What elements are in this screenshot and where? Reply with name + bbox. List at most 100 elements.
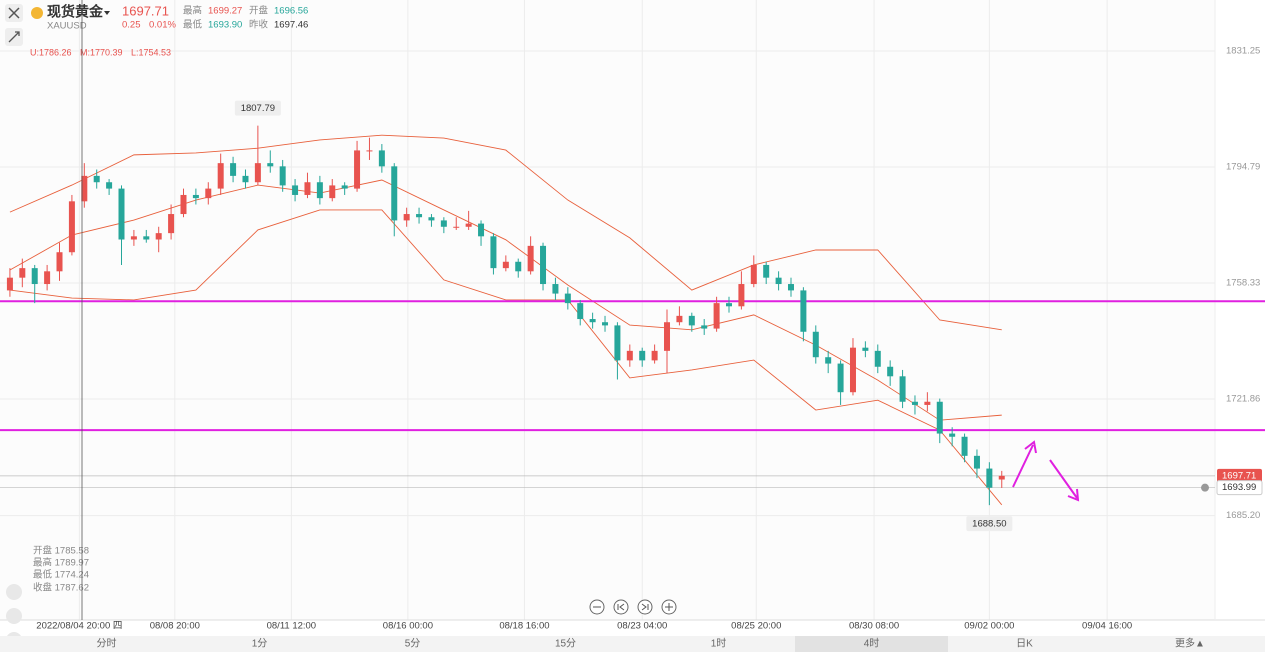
candle-body [180, 194, 187, 215]
close-button[interactable] [5, 4, 23, 22]
low-label: 最低 [183, 19, 203, 31]
candle-body [56, 252, 63, 272]
boll-mid [9, 179, 1002, 421]
price-tag [1217, 468, 1262, 483]
x-tick-label: 08/23 04:00 [617, 621, 667, 632]
candle-body [267, 163, 274, 167]
candle-body [515, 261, 522, 272]
candle-body [168, 214, 175, 234]
candle-body [341, 185, 348, 189]
arrow-down [1049, 459, 1080, 502]
candle-body [465, 223, 472, 227]
scroll-start[interactable] [613, 599, 629, 615]
y-tick-label: 1758.33 [1226, 278, 1260, 289]
more-tab[interactable]: 更多▲ [1175, 637, 1205, 650]
alert-icon [1201, 483, 1209, 492]
candle-body [130, 236, 137, 240]
candle-body [602, 322, 609, 326]
candle-body [453, 226, 460, 228]
info-line: 最高 1789.97 [33, 557, 89, 569]
x-tick-label: 08/11 12:00 [267, 621, 316, 632]
candle-body [416, 214, 423, 218]
candle-body [787, 284, 794, 291]
candle-body [775, 277, 782, 285]
candle-body [527, 245, 534, 272]
candle-body [304, 182, 311, 195]
candle-body [502, 261, 509, 269]
candle-body [676, 315, 683, 323]
candle-body [19, 268, 26, 278]
x-tick-label: 08/16 00:00 [383, 621, 433, 632]
candle-body [93, 175, 100, 183]
tab[interactable]: 日K [1016, 639, 1033, 650]
candle-body [155, 233, 162, 240]
candle-body [242, 175, 249, 183]
candle-body [540, 245, 547, 285]
candle-body [750, 264, 757, 285]
candle-body [354, 150, 361, 189]
candle-body [924, 401, 931, 405]
dropdown-icon[interactable] [104, 11, 110, 15]
candle-body [440, 220, 447, 227]
tab[interactable]: 1时 [711, 638, 727, 650]
candle-body [837, 363, 844, 393]
candle-body [44, 271, 51, 285]
candle-body [862, 347, 869, 351]
candle-body [552, 284, 559, 294]
candle-body [998, 475, 1005, 480]
candle-body [329, 185, 336, 199]
boll-upper: U:1786.26 [30, 47, 72, 57]
candle-body [936, 401, 943, 434]
candle-body [577, 303, 584, 320]
price: 1697.71 [122, 3, 169, 18]
x-tick-label: 08/30 08:00 [849, 621, 899, 632]
candle-body [316, 182, 323, 199]
boll-upper [9, 134, 1002, 331]
change-pct: 0.01% [149, 20, 176, 31]
candle-body [949, 433, 956, 437]
x-tick-label: 09/04 16:00 [1082, 621, 1132, 632]
symbol[interactable]: 现货黄金 [47, 4, 104, 20]
tab[interactable]: 分时 [97, 638, 117, 650]
high: 1699.27 [208, 6, 242, 17]
scroll-end[interactable] [637, 599, 653, 615]
boll-lower: L:1754.53 [131, 47, 171, 57]
x-tick-label: 08/18 16:00 [499, 621, 549, 632]
candle-body [887, 366, 894, 377]
tab[interactable]: 15分 [555, 638, 576, 650]
candle-body [205, 188, 212, 199]
open: 1696.56 [274, 6, 308, 17]
candle-body [911, 401, 918, 405]
change: 0.25 [122, 20, 141, 31]
candle-body [899, 376, 906, 402]
tool-button[interactable] [5, 28, 23, 46]
arrow-up [1012, 440, 1037, 488]
price-tag-label: 1693.99 [1222, 482, 1256, 493]
x-tick-label: 09/02 00:00 [964, 621, 1014, 632]
tab[interactable]: 5分 [405, 638, 421, 650]
prev: 1697.46 [274, 20, 308, 31]
tool-button[interactable] [6, 584, 22, 600]
candle-body [378, 150, 385, 167]
y-tick-label: 1831.25 [1226, 46, 1260, 57]
candle-body [726, 303, 732, 307]
candle-body [961, 436, 968, 456]
x-tick-label: 08/08 20:00 [150, 621, 200, 632]
info-line: 最低 1774.24 [33, 569, 89, 581]
candle-body [254, 163, 261, 183]
candle-body [825, 357, 832, 364]
gold-icon [31, 7, 43, 19]
tab[interactable]: 4时 [864, 638, 880, 650]
candle-body [688, 315, 695, 326]
candle-body [639, 350, 646, 361]
candle-body [490, 236, 497, 269]
tool-button[interactable] [6, 608, 22, 624]
y-tick-label: 1794.79 [1226, 162, 1260, 173]
tab[interactable]: 1分 [252, 638, 268, 650]
y-tick-label: 1721.86 [1226, 394, 1260, 405]
low: 1693.90 [208, 20, 242, 31]
info-line: 收盘 1787.62 [33, 582, 89, 594]
candle-body [701, 325, 708, 329]
high-label: 最高 [183, 5, 202, 17]
